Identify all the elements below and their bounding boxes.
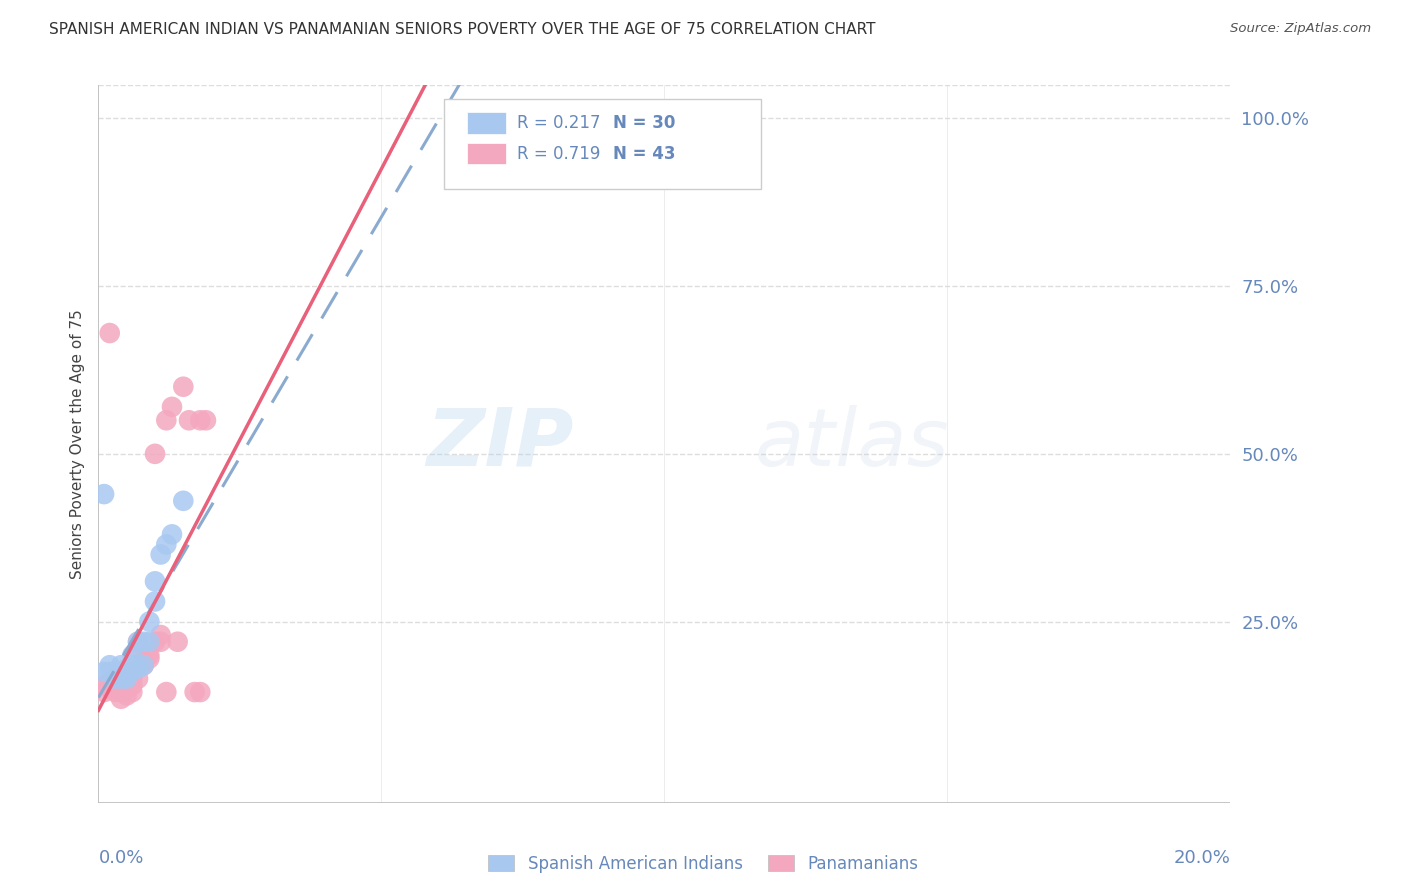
Point [155, 685, 177, 699]
Point [143, 447, 166, 461]
Point [115, 672, 138, 686]
Point [104, 678, 127, 692]
Point [110, 691, 132, 706]
Point [132, 658, 155, 673]
Point [177, 413, 200, 427]
Text: SPANISH AMERICAN INDIAN VS PANAMANIAN SENIORS POVERTY OVER THE AGE OF 75 CORRELA: SPANISH AMERICAN INDIAN VS PANAMANIAN SE… [49, 22, 876, 37]
Point [110, 658, 132, 673]
Point [110, 672, 132, 686]
Point [132, 655, 155, 669]
Point [127, 641, 149, 656]
Point [104, 672, 127, 686]
Point [104, 675, 127, 690]
Point [188, 413, 211, 427]
Text: 20.0%: 20.0% [1174, 849, 1230, 868]
Point [194, 413, 217, 427]
Point [93, 678, 115, 692]
Point [121, 665, 143, 679]
Text: Source: ZipAtlas.com: Source: ZipAtlas.com [1230, 22, 1371, 36]
Point [104, 685, 127, 699]
Point [127, 672, 149, 686]
Point [121, 672, 143, 686]
Point [93, 665, 115, 679]
FancyBboxPatch shape [467, 112, 506, 134]
Point [104, 672, 127, 686]
Point [115, 675, 138, 690]
Point [172, 380, 194, 394]
Legend: Spanish American Indians, Panamanians: Spanish American Indians, Panamanians [481, 848, 925, 880]
Point [98, 658, 121, 673]
Point [138, 634, 160, 648]
Point [121, 648, 143, 662]
Point [127, 662, 149, 676]
Point [183, 685, 205, 699]
Text: R = 0.217: R = 0.217 [517, 114, 600, 132]
Point [149, 634, 172, 648]
Point [115, 662, 138, 676]
Point [93, 685, 115, 699]
Point [110, 678, 132, 692]
Point [115, 665, 138, 679]
Point [110, 665, 132, 679]
Point [104, 668, 127, 682]
Point [110, 685, 132, 699]
Text: 0.0%: 0.0% [98, 849, 143, 868]
Point [132, 658, 155, 673]
Point [121, 658, 143, 673]
Point [98, 681, 121, 696]
Point [143, 574, 166, 589]
Point [160, 527, 183, 541]
FancyBboxPatch shape [467, 143, 506, 164]
Point [98, 675, 121, 690]
Point [127, 634, 149, 648]
Text: N = 30: N = 30 [613, 114, 676, 132]
Point [98, 665, 121, 679]
Point [166, 634, 188, 648]
Point [138, 615, 160, 629]
Point [155, 537, 177, 551]
Point [143, 634, 166, 648]
Point [127, 658, 149, 673]
FancyBboxPatch shape [444, 99, 761, 189]
Point [121, 685, 143, 699]
Text: R = 0.719: R = 0.719 [517, 145, 600, 162]
Point [138, 648, 160, 662]
Point [155, 413, 177, 427]
Point [115, 678, 138, 692]
Point [143, 594, 166, 608]
Point [115, 668, 138, 682]
Point [188, 685, 211, 699]
Point [149, 548, 172, 562]
Text: ZIP: ZIP [426, 405, 574, 483]
Y-axis label: Seniors Poverty Over the Age of 75: Seniors Poverty Over the Age of 75 [69, 309, 84, 579]
Point [160, 400, 183, 414]
Text: N = 43: N = 43 [613, 145, 676, 162]
Point [104, 665, 127, 679]
Point [115, 689, 138, 703]
Point [98, 326, 121, 340]
Point [121, 678, 143, 692]
Point [115, 672, 138, 686]
Point [132, 634, 155, 648]
Point [138, 651, 160, 665]
Point [110, 672, 132, 686]
Point [127, 634, 149, 648]
Point [121, 662, 143, 676]
Point [115, 681, 138, 696]
Point [149, 628, 172, 642]
Point [93, 487, 115, 501]
Point [172, 493, 194, 508]
Text: atlas: atlas [755, 405, 949, 483]
